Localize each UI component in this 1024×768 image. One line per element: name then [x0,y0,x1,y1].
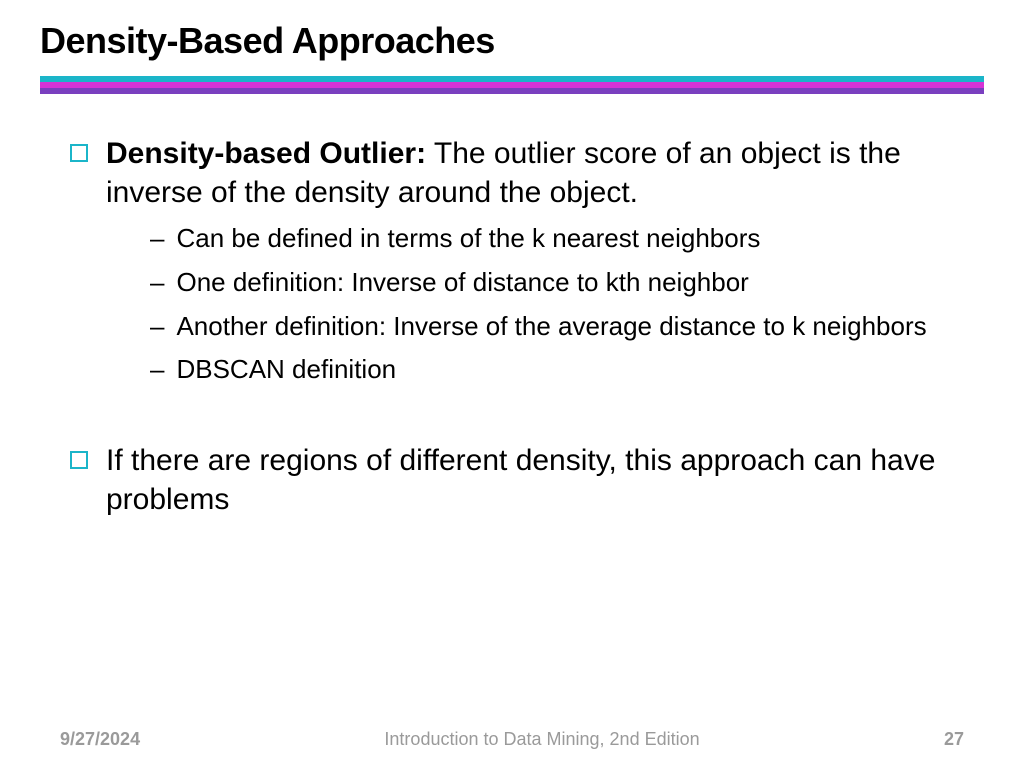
bullet-text: Density-based Outlier: The outlier score… [106,134,984,212]
sub-bullet-2: – One definition: Inverse of distance to… [150,266,984,300]
footer-date: 9/27/2024 [60,729,140,750]
square-bullet-icon [70,144,88,162]
slide-container: Density-Based Approaches Density-based O… [0,0,1024,768]
sub-bullet-text: One definition: Inverse of distance to k… [176,266,748,300]
dash-icon: – [150,266,164,300]
slide-title: Density-Based Approaches [40,20,984,62]
sub-bullet-text: DBSCAN definition [176,353,396,387]
bullet-item-2: If there are regions of different densit… [70,441,984,519]
slide-footer: 9/27/2024 Introduction to Data Mining, 2… [0,729,1024,750]
sub-bullet-text: Another definition: Inverse of the avera… [176,310,926,344]
slide-content: Density-based Outlier: The outlier score… [40,94,984,519]
sub-bullet-text: Can be defined in terms of the k nearest… [176,222,760,256]
footer-page-number: 27 [944,729,964,750]
dash-icon: – [150,222,164,256]
dash-icon: – [150,353,164,387]
bullet-item-1: Density-based Outlier: The outlier score… [70,134,984,212]
bullet-bold-label: Density-based Outlier: [106,137,426,170]
dash-icon: – [150,310,164,344]
title-divider [40,76,984,94]
vertical-spacer [40,397,984,441]
sub-bullet-3: – Another definition: Inverse of the ave… [150,310,984,344]
bullet-text: If there are regions of different densit… [106,441,984,519]
footer-source: Introduction to Data Mining, 2nd Edition [384,729,699,750]
sub-bullet-4: – DBSCAN definition [150,353,984,387]
sub-bullet-1: – Can be defined in terms of the k neare… [150,222,984,256]
square-bullet-icon [70,451,88,469]
